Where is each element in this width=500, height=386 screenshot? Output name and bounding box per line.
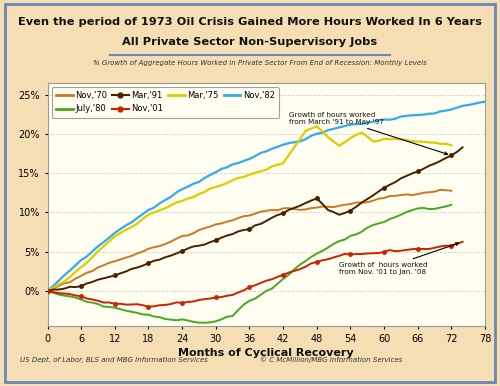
Text: Growth of  hours worked
from Nov. '01 to Jan. '08: Growth of hours worked from Nov. '01 to … bbox=[339, 243, 459, 275]
Legend: Nov,'70, July,'80, Mar,'91, Nov,'01, Mar,'75, Nov,'82: Nov,'70, July,'80, Mar,'91, Nov,'01, Mar… bbox=[52, 87, 279, 118]
Text: © C McMillion/MBG Information Services: © C McMillion/MBG Information Services bbox=[260, 356, 402, 363]
Text: Even the period of 1973 Oil Crisis Gained More Hours Worked In 6 Years: Even the period of 1973 Oil Crisis Gaine… bbox=[18, 17, 482, 27]
X-axis label: Months of Cyclical Recovery: Months of Cyclical Recovery bbox=[178, 348, 354, 358]
Text: All Private Sector Non-Supervisory Jobs: All Private Sector Non-Supervisory Jobs bbox=[122, 37, 378, 47]
Text: US Dept. of Labor, BLS and MBG Information Services: US Dept. of Labor, BLS and MBG Informati… bbox=[20, 357, 208, 363]
Text: Growth of hours worked
from March '91 to May '97: Growth of hours worked from March '91 to… bbox=[288, 112, 448, 155]
Text: % Growth of Aggregate Hours Worked in Private Sector From End of Recession: Mont: % Growth of Aggregate Hours Worked in Pr… bbox=[93, 60, 427, 66]
